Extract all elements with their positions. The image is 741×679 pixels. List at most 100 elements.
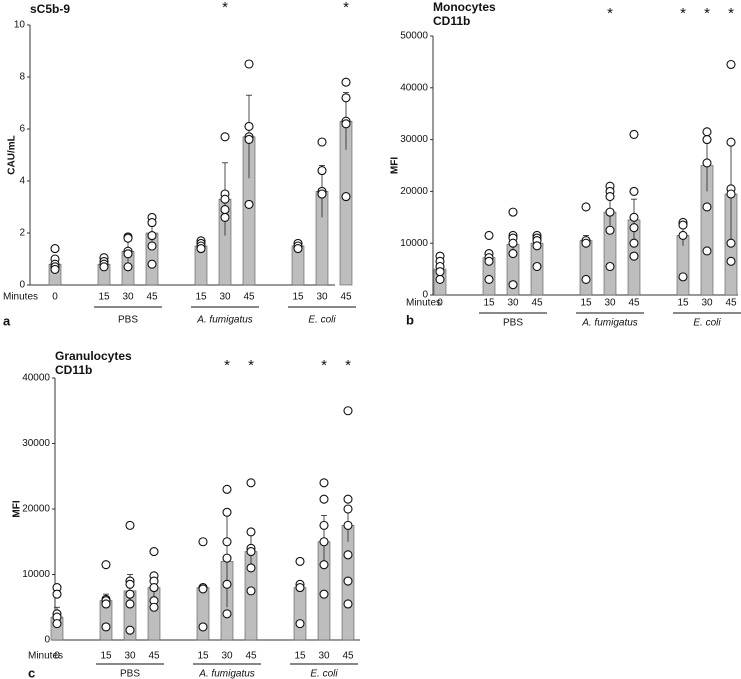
significance: *: [704, 5, 710, 22]
data-point: [220, 194, 230, 204]
y-axis-label: MFI: [390, 157, 401, 174]
data-point: [435, 267, 445, 277]
data-point: [125, 599, 135, 609]
data-point: [343, 504, 353, 514]
data-point: [341, 192, 351, 202]
x-tick-label: 30: [124, 651, 136, 662]
data-point: [196, 244, 206, 254]
data-point: [508, 207, 518, 217]
x-tick-label: 45: [340, 292, 352, 303]
data-point: [678, 220, 688, 230]
x-tick-label: 30: [318, 651, 330, 662]
data-point: [702, 158, 712, 168]
group-label: A. fumigatus: [581, 318, 638, 329]
data-point: [101, 622, 111, 632]
data-point: [244, 199, 254, 209]
data-point: [246, 527, 256, 537]
data-point: [101, 599, 111, 609]
group-label: PBS: [503, 318, 523, 329]
x-tick-label: 45: [148, 651, 160, 662]
data-point: [341, 77, 351, 87]
x-tick-label: 45: [146, 292, 158, 303]
x-tick-label: 15: [195, 292, 207, 303]
data-point: [629, 186, 639, 196]
data-point: [484, 256, 494, 266]
data-point: [220, 212, 230, 222]
data-point: [702, 127, 712, 137]
x-axis-label: Minutes: [3, 292, 38, 303]
group-label: PBS: [118, 315, 138, 326]
data-point: [629, 238, 639, 248]
x-tick-label: 15: [292, 292, 304, 303]
data-point: [629, 212, 639, 222]
significance: *: [345, 357, 351, 374]
x-tick-label: 15: [197, 651, 209, 662]
data-point: [220, 205, 230, 215]
data-point: [605, 192, 615, 202]
data-point: [317, 166, 327, 176]
y-tick-label: 20000: [22, 504, 50, 515]
y-tick-label: 20000: [400, 186, 428, 197]
data-point: [295, 619, 305, 629]
data-point: [702, 202, 712, 212]
x-tick-label: 45: [628, 298, 640, 309]
data-point: [147, 231, 157, 241]
y-tick-label: 0: [19, 280, 25, 291]
data-point: [222, 537, 232, 547]
x-tick-label: 30: [316, 292, 328, 303]
y-tick-label: 10000: [400, 238, 428, 249]
data-point: [50, 264, 60, 274]
data-point: [435, 274, 445, 285]
y-tick-label: 30000: [22, 438, 50, 449]
data-point: [123, 249, 133, 259]
data-point: [317, 189, 327, 199]
data-point: [508, 280, 518, 290]
data-point: [702, 135, 712, 145]
data-point: [220, 132, 230, 142]
group-label: E. coli: [693, 318, 721, 329]
data-point: [99, 262, 109, 272]
data-point: [246, 586, 256, 596]
data-point: [726, 59, 736, 70]
y-tick-label: 40000: [400, 82, 428, 93]
data-point: [678, 230, 688, 240]
panel-title: sC5b-9: [30, 2, 70, 16]
data-point: [726, 256, 736, 266]
data-point: [222, 609, 232, 619]
significance: *: [728, 5, 734, 22]
data-point: [222, 507, 232, 517]
x-tick-label: 30: [604, 298, 616, 309]
data-point: [319, 560, 329, 570]
data-point: [343, 576, 353, 586]
significance: *: [607, 5, 613, 22]
significance: *: [321, 357, 327, 374]
panel-title: Monocytes: [433, 0, 496, 14]
data-point: [125, 589, 135, 599]
y-tick-label: 2: [19, 228, 25, 239]
data-point: [198, 584, 208, 594]
significance: *: [224, 357, 230, 374]
data-point: [244, 59, 254, 69]
data-point: [629, 251, 639, 261]
data-point: [581, 202, 591, 212]
y-tick-label: 10: [14, 20, 26, 31]
data-point: [125, 579, 135, 589]
data-point: [123, 233, 133, 243]
data-point: [508, 249, 518, 259]
data-point: [319, 520, 329, 530]
group-label: A. fumigatus: [196, 315, 253, 326]
data-point: [149, 547, 159, 557]
panel-letter: b: [406, 312, 414, 327]
data-point: [50, 244, 60, 254]
data-point: [484, 274, 494, 285]
data-point: [726, 137, 736, 147]
data-point: [293, 244, 303, 254]
panel-letter: c: [28, 665, 35, 679]
data-point: [629, 223, 639, 233]
data-point: [629, 129, 639, 139]
x-tick-label: 30: [701, 298, 713, 309]
data-point: [147, 241, 157, 251]
x-tick-label: 45: [245, 651, 257, 662]
significance: *: [680, 5, 686, 22]
